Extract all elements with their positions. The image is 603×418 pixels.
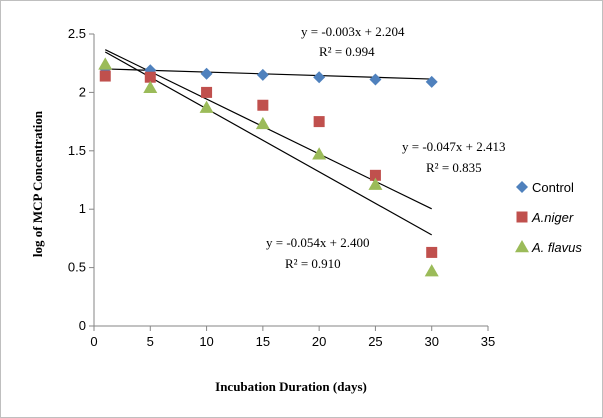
x-tick-label: 30: [424, 334, 438, 349]
legend-label-control: Control: [532, 180, 574, 195]
data-point-a-flavus: [368, 177, 383, 190]
trendline-r2-a-niger: R² = 0.835: [426, 160, 482, 175]
data-point-a-niger: [201, 86, 213, 98]
x-axis-title: Incubation Duration (days): [215, 379, 367, 394]
legend-label-a-niger: A.niger: [531, 210, 574, 225]
y-axis-title: log of MCP Concentration: [30, 110, 45, 257]
x-tick-label: 15: [256, 334, 270, 349]
data-point-a-niger: [369, 169, 381, 181]
trendline-equation-a-niger: y = -0.047x + 2.413: [402, 139, 506, 154]
y-tick-label: 1: [79, 201, 86, 216]
data-point-a-niger: [257, 99, 269, 111]
y-tick-label: 0: [79, 318, 86, 333]
data-point-a-niger: [313, 116, 325, 128]
data-point-a-flavus: [312, 147, 327, 160]
trendline-equation-a-flavus: y = -0.054x + 2.400: [266, 235, 370, 250]
data-point-control: [369, 73, 382, 86]
data-point-a-niger: [426, 246, 438, 258]
legend-marker-control: [516, 181, 528, 193]
data-point-a-niger: [99, 70, 111, 82]
data-point-a-niger: [144, 71, 156, 83]
data-point-control: [425, 75, 438, 88]
trendline-r2-a-flavus: R² = 0.910: [285, 256, 341, 271]
trendline-labels: y = -0.003x + 2.204 R² = 0.994 y = -0.047x…: [266, 24, 506, 271]
x-tick-label: 5: [147, 334, 154, 349]
trendline-a-flavus: [104, 51, 433, 236]
x-tick-label: 0: [90, 334, 97, 349]
x-tick-label: 20: [312, 334, 326, 349]
trendline-r2-control: R² = 0.994: [319, 44, 375, 59]
y-tick-label: 1.5: [68, 143, 86, 158]
data-point-a-flavus: [143, 80, 158, 93]
x-tick-label: 25: [368, 334, 382, 349]
data-point-a-flavus: [98, 57, 113, 70]
axes: 0 0.5 1 1.5 2 2.5 0 5 10 15 20 25 30 35: [68, 26, 495, 349]
trendline-equation-control: y = -0.003x + 2.204: [301, 24, 405, 39]
data-point-a-flavus: [199, 100, 214, 113]
data-point-a-flavus: [424, 264, 439, 277]
legend: Control A.niger A. flavus: [515, 180, 582, 255]
y-tick-label: 2.5: [68, 26, 86, 41]
y-tick-label: 2: [79, 84, 86, 99]
y-tick-label: 0.5: [68, 260, 86, 275]
legend-marker-a-flavus: [515, 240, 529, 253]
x-tick-label: 10: [199, 334, 213, 349]
data-points: [98, 57, 439, 277]
data-point-control: [256, 68, 269, 81]
legend-label-a-flavus: A. flavus: [531, 240, 582, 255]
x-tick-label: 35: [481, 334, 495, 349]
data-point-control: [200, 67, 213, 80]
legend-marker-a-niger: [516, 211, 528, 223]
data-point-a-flavus: [255, 116, 270, 130]
data-point-control: [313, 71, 326, 84]
